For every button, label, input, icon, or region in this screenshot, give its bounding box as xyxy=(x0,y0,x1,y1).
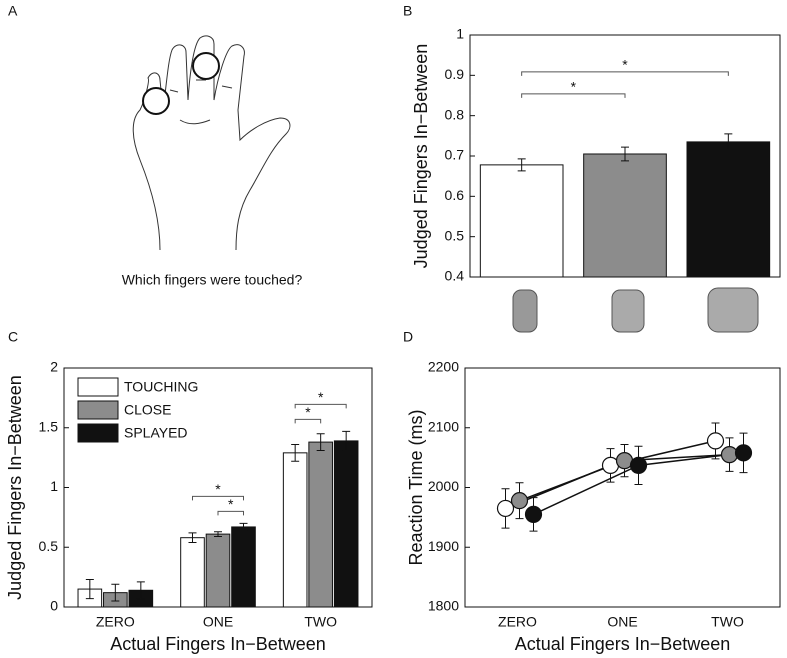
error-bar xyxy=(342,430,351,451)
error-bar xyxy=(291,443,300,462)
panel-label: D xyxy=(403,329,413,345)
error-bar xyxy=(239,522,248,532)
significance-label: * xyxy=(318,389,324,405)
x-tick-label: TWO xyxy=(711,614,744,630)
y-axis-label: Judged Fingers In−Between xyxy=(411,44,431,269)
marker xyxy=(734,444,753,462)
hand-creases xyxy=(169,79,233,125)
legend-label: CLOSE xyxy=(124,402,171,418)
x-axis-label: Actual Fingers In−Between xyxy=(110,634,326,654)
y-tick-label: 2 xyxy=(50,359,58,375)
y-axis-label: Reaction Time (ms) xyxy=(406,409,426,565)
x-tick-label: ONE xyxy=(203,614,233,630)
bar xyxy=(686,141,771,278)
x-tick-label: ZERO xyxy=(498,614,537,630)
bar xyxy=(180,537,205,608)
y-tick-label: 0.7 xyxy=(445,147,465,163)
marker xyxy=(706,432,725,450)
marker xyxy=(510,492,529,510)
significance-bracket xyxy=(294,403,347,409)
y-tick-label: 0.8 xyxy=(445,106,465,122)
error-bar xyxy=(85,579,94,600)
bar xyxy=(231,526,256,608)
y-tick-label: 0.9 xyxy=(445,66,465,82)
bar xyxy=(333,440,359,608)
significance-bracket xyxy=(521,93,626,98)
significance-label: * xyxy=(571,79,577,95)
y-tick-label: 0.5 xyxy=(39,538,59,554)
error-bar xyxy=(621,146,629,162)
legend-label: TOUCHING xyxy=(124,379,198,395)
panel-label: C xyxy=(8,329,18,345)
error-bar xyxy=(111,583,120,602)
y-tick-label: 1 xyxy=(50,478,58,494)
error-bar xyxy=(136,581,145,600)
legend-label: SPLAYED xyxy=(124,425,188,441)
y-tick-label: 1900 xyxy=(428,538,459,554)
marker xyxy=(629,456,648,474)
hand-icon xyxy=(707,287,759,333)
y-tick-label: 1800 xyxy=(428,598,459,614)
error-bar xyxy=(214,531,222,537)
y-tick-label: 2000 xyxy=(428,478,459,494)
significance-bracket xyxy=(217,510,245,516)
bar xyxy=(282,452,308,608)
hand-icons xyxy=(512,287,759,333)
error-bar xyxy=(316,433,325,451)
legend-swatch xyxy=(77,400,119,420)
significance-bracket xyxy=(294,418,322,424)
marker xyxy=(496,499,515,518)
legend-swatch xyxy=(77,423,119,443)
bar xyxy=(479,164,564,278)
panel-label: A xyxy=(8,3,18,19)
panel-label: B xyxy=(403,3,412,19)
error-bar xyxy=(188,532,197,543)
y-tick-label: 0.4 xyxy=(445,268,465,284)
bar xyxy=(308,441,333,608)
significance-label: * xyxy=(305,404,311,420)
x-axis-label: Actual Fingers In−Between xyxy=(515,634,731,654)
significance-label: * xyxy=(622,57,628,73)
x-tick-label: TWO xyxy=(304,614,337,630)
y-tick-label: 0 xyxy=(50,598,58,614)
y-tick-label: 0.5 xyxy=(445,227,465,243)
caption: Which fingers were touched? xyxy=(122,272,303,288)
significance-bracket xyxy=(521,71,729,76)
y-axis-label: Judged Fingers In−Between xyxy=(5,375,25,600)
significance-label: * xyxy=(228,496,234,512)
significance-bracket xyxy=(191,495,245,501)
y-tick-label: 0.6 xyxy=(445,187,465,203)
touch-marker xyxy=(142,87,170,115)
y-tick-label: 1 xyxy=(456,26,464,42)
y-tick-label: 1.5 xyxy=(39,418,59,434)
touch-marker xyxy=(192,52,220,80)
significance-label: * xyxy=(215,481,221,497)
x-tick-label: ONE xyxy=(607,614,637,630)
legend-swatch xyxy=(77,377,119,397)
error-bar xyxy=(517,158,526,172)
marker xyxy=(524,505,543,523)
y-tick-label: 2100 xyxy=(428,418,459,434)
y-tick-label: 2200 xyxy=(428,359,459,375)
error-bar xyxy=(724,133,733,151)
x-tick-label: ZERO xyxy=(96,614,135,630)
bar xyxy=(205,533,231,608)
hand-icon xyxy=(611,289,645,333)
bar xyxy=(583,153,667,278)
hand-icon xyxy=(512,289,538,333)
